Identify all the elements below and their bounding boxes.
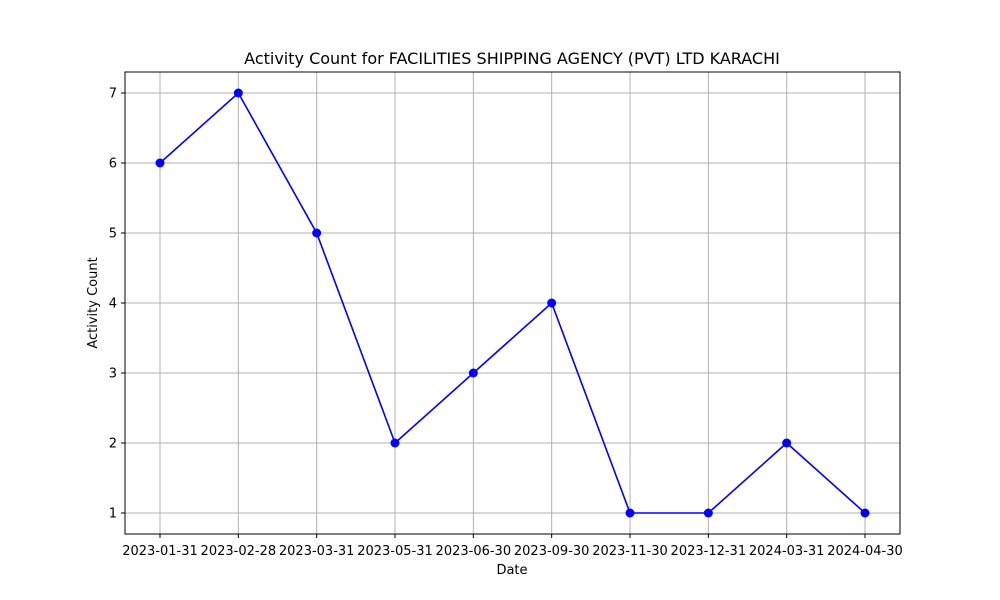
chart-title: Activity Count for FACILITIES SHIPPING A… [244, 49, 780, 68]
data-point [625, 508, 635, 518]
y-tick-label: 7 [109, 87, 117, 102]
data-point [155, 158, 165, 168]
x-tick-label: 2023-02-28 [201, 544, 277, 559]
x-tick-label: 2023-05-31 [357, 544, 433, 559]
axis-ticks: 2023-01-31 2023-02-28 2023-03-31 2023-05-31… [109, 87, 903, 560]
y-tick-label: 2 [109, 437, 117, 452]
y-axis-label: Activity Count [86, 257, 101, 348]
y-tick-label: 3 [109, 367, 117, 382]
data-point [703, 508, 713, 518]
data-point [782, 438, 792, 448]
x-tick-label: 2023-12-31 [671, 544, 747, 559]
data-point [468, 368, 478, 378]
plot-frame [124, 71, 901, 535]
y-tick-label: 1 [109, 507, 117, 522]
y-tick-label: 6 [109, 157, 117, 172]
y-tick-label: 4 [109, 297, 117, 312]
x-tick-label: 2023-06-30 [436, 544, 512, 559]
data-point [312, 228, 322, 238]
data-point [547, 298, 557, 308]
x-tick-label: 2023-11-30 [592, 544, 668, 559]
grid-lines [125, 72, 900, 534]
data-point [390, 438, 400, 448]
x-tick-label: 2023-09-30 [514, 544, 590, 559]
x-axis-label: Date [496, 563, 527, 578]
data-point [860, 508, 870, 518]
y-tick-label: 5 [109, 227, 117, 242]
series-line [159, 91, 866, 514]
series-activity-count [155, 88, 870, 518]
x-tick-label: 2023-01-31 [122, 544, 198, 559]
x-tick-label: 2023-03-31 [279, 544, 355, 559]
x-tick-label: 2024-04-30 [827, 544, 903, 559]
x-tick-label: 2024-03-31 [749, 544, 825, 559]
data-point [233, 88, 243, 98]
